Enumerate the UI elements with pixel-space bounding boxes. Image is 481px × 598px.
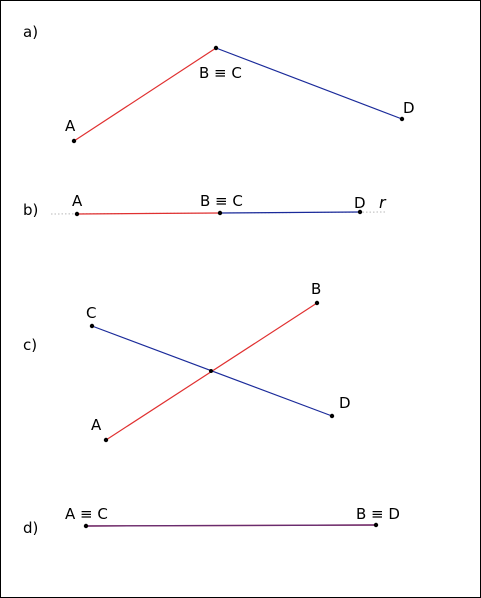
panel-a-point-d: [399, 116, 405, 122]
panel-c-tag: c): [23, 336, 37, 354]
panel-b-point-d: [357, 209, 363, 215]
panel-d-label-bd: B ≡ D: [356, 505, 400, 523]
panel-d-tag: d): [23, 519, 38, 537]
panel-a-label-d: D: [403, 99, 415, 117]
panel-a: a) A B ≡ C D: [23, 23, 415, 144]
panel-c-intersection-point: [209, 369, 213, 373]
panel-d-segment-cd: [85, 524, 377, 527]
panel-b-label-r: r: [379, 193, 387, 212]
panel-a-tag: a): [23, 23, 38, 41]
panel-b-label-a: A: [72, 192, 83, 210]
panel-c-point-b: [314, 300, 320, 306]
panel-c-label-c: C: [86, 304, 96, 322]
panel-b-point-bc: [217, 210, 223, 216]
panel-d-point-ac: [83, 523, 89, 529]
panel-a-point-bc: [213, 45, 219, 51]
panel-b-label-bc: B ≡ C: [200, 192, 243, 210]
panel-b-segment-ab: [76, 212, 221, 215]
panel-b-label-d: D: [354, 194, 366, 212]
panel-d-label-ac: A ≡ C: [65, 505, 108, 523]
panel-b-segment-cd: [219, 211, 361, 214]
panel-a-segment-ab: [73, 47, 217, 142]
panel-c-label-b: B: [311, 280, 321, 298]
panel-a-label-a: A: [65, 117, 76, 135]
panel-a-segment-cd: [215, 47, 403, 120]
panel-c: c) A B C D: [23, 280, 351, 443]
panel-d: d) A ≡ C B ≡ D: [23, 505, 400, 537]
panel-c-point-c: [89, 323, 95, 329]
panel-c-point-d: [329, 413, 335, 419]
panel-c-point-a: [103, 437, 109, 443]
panel-b: b) A B ≡ C D r: [23, 192, 387, 219]
panel-a-label-bc: B ≡ C: [199, 64, 242, 82]
panel-c-label-d: D: [339, 394, 351, 412]
panel-b-point-a: [74, 211, 80, 217]
panel-c-label-a: A: [91, 416, 102, 434]
panel-d-point-bd: [373, 522, 379, 528]
panel-b-tag: b): [23, 201, 38, 219]
panel-a-point-a: [71, 138, 77, 144]
